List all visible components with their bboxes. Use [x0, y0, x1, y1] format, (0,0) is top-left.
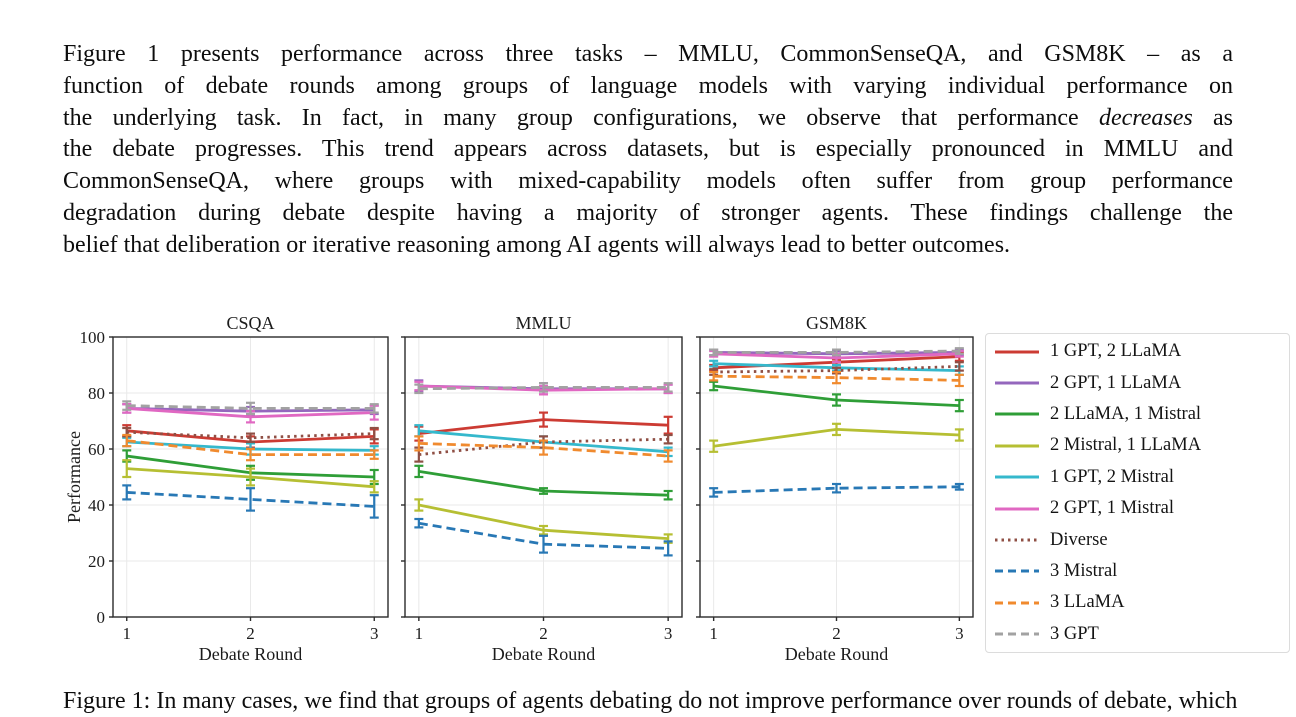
figure1-caption: Figure 1: In many cases, we find that gr…: [63, 688, 1238, 714]
chart-title: CSQA: [226, 313, 274, 333]
legend-label: 3 GPT: [1050, 623, 1099, 644]
legend-line-swatch: [995, 632, 1039, 636]
legend-label: 3 Mistral: [1050, 560, 1118, 581]
chart-panel-gsm8k: 1 2 3 GSM8K Debate Round: [696, 313, 974, 664]
legend-line-swatch: [995, 538, 1039, 542]
x-axis-label: Debate Round: [785, 644, 888, 664]
series-2-llama-1-mistral: [414, 464, 673, 501]
paragraph-line: function of debate rounds among groups o…: [63, 72, 1233, 99]
series-2-mistral-1-llama: [709, 422, 964, 453]
series-3-mistral: [414, 517, 673, 557]
chart-panel-mmlu: 1 2 3 MMLU Debate Round: [401, 313, 683, 664]
series-3-mistral: [122, 484, 379, 519]
chart-title: GSM8K: [806, 313, 867, 333]
legend-label: 2 GPT, 1 LLaMA: [1050, 372, 1182, 393]
series-2-llama-1-mistral: [709, 380, 964, 413]
series-2-mistral-1-llama: [122, 459, 379, 494]
series-line: [713, 349, 960, 354]
paragraph-line: CommonSenseQA, where groups with mixed-c…: [63, 168, 1233, 195]
series-3-llama: [122, 433, 379, 462]
x-tick-label: 3: [955, 624, 964, 643]
legend-entry-3-mistral: 3 Mistral: [986, 556, 1289, 587]
figure1-charts: 0 20 40 60 80 100 1 2 3 CSQA Debate Round 1 2 3 MMLU De…: [64, 313, 974, 664]
series-line: [713, 485, 960, 494]
legend-line-swatch: [995, 507, 1039, 511]
legend-entry-3-llama: 3 LLaMA: [986, 587, 1289, 618]
x-axis-label: Debate Round: [492, 644, 595, 664]
chart-title: MMLU: [515, 313, 571, 333]
x-tick-label: 3: [370, 624, 379, 643]
series-3-llama: [414, 435, 673, 463]
legend-entry-diverse: Diverse: [986, 525, 1289, 556]
x-tick-label: 2: [539, 624, 548, 643]
series-1-gpt-2-llama: [414, 411, 673, 442]
legend-label: 3 LLaMA: [1050, 592, 1125, 613]
legend-label: 2 LLaMA, 1 Mistral: [1050, 403, 1202, 424]
legend-entry-2-gpt-1-mistral: 2 GPT, 1 Mistral: [986, 493, 1289, 524]
x-axis-label: Debate Round: [199, 644, 302, 664]
paragraph-line: Figure 1 presents performance across thr…: [63, 41, 1233, 67]
series-3-mistral: [709, 482, 964, 498]
x-tick-label: 3: [664, 624, 673, 643]
legend-line-swatch: [995, 350, 1039, 354]
x-tick-label: 2: [832, 624, 841, 643]
y-axis-label: Performance: [64, 431, 84, 523]
legend-line-swatch: [995, 412, 1039, 416]
x-tick-label: 1: [123, 624, 132, 643]
series-3-llama: [709, 370, 964, 388]
figure1-description-paragraph: Figure 1 presents performance across thr…: [63, 39, 1233, 262]
series-line: [713, 374, 960, 382]
paper-page: { "paragraph": { "lines": [ [{"t":"Figur…: [63, 39, 1290, 714]
chart-panel-csqa: 0 20 40 60 80 100 1 2 3 CSQA Debate Round: [80, 313, 389, 664]
y-tick-label: 20: [88, 552, 105, 571]
legend-line-swatch: [995, 381, 1039, 385]
legend-entry-2-mistral-1-llama: 2 Mistral, 1 LLaMA: [986, 430, 1289, 461]
paragraph-line: the debate progresses. This trend appear…: [63, 136, 1233, 163]
y-tick-label: 40: [88, 496, 105, 515]
paragraph-line: belief that deliberation or iterative re…: [63, 231, 1011, 258]
series-3-gpt: [122, 400, 379, 416]
legend-entry-2-gpt-1-llama: 2 GPT, 1 LLaMA: [986, 368, 1289, 399]
y-tick-label: 100: [80, 328, 106, 347]
series-3-gpt: [414, 382, 673, 395]
legend-entry-1-gpt-2-llama: 1 GPT, 2 LLaMA: [986, 336, 1289, 367]
legend-label: 1 GPT, 2 LLaMA: [1050, 341, 1182, 362]
legend-line-swatch: [995, 601, 1039, 605]
chart-legend: 1 GPT, 2 LLaMA 2 GPT, 1 LLaMA 2 LLaMA, 1 M…: [985, 333, 1290, 653]
series-2-mistral-1-llama: [414, 498, 673, 544]
y-tick-label: 60: [88, 440, 105, 459]
series-line: [418, 437, 669, 456]
y-tick-label: 80: [88, 384, 105, 403]
y-tick-label: 0: [97, 608, 106, 627]
legend-line-swatch: [995, 444, 1039, 448]
series-line: [126, 430, 375, 440]
legend-entry-2-llama-1-mistral: 2 LLaMA, 1 Mistral: [986, 399, 1289, 430]
x-tick-label: 1: [709, 624, 718, 643]
legend-label: 2 Mistral, 1 LLaMA: [1050, 435, 1202, 456]
legend-entry-3-gpt: 3 GPT: [986, 619, 1289, 650]
legend-entry-1-gpt-2-mistral: 1 GPT, 2 Mistral: [986, 462, 1289, 493]
legend-line-swatch: [995, 475, 1039, 479]
x-tick-label: 2: [246, 624, 255, 643]
series-3-gpt: [709, 347, 964, 357]
paragraph-line: degradation during debate despite having…: [63, 199, 1233, 226]
legend-label: Diverse: [1050, 529, 1108, 550]
legend-line-swatch: [995, 569, 1039, 573]
x-tick-label: 1: [415, 624, 424, 643]
paragraph-line: the underlying task. In fact, in many gr…: [63, 104, 1233, 131]
legend-label: 1 GPT, 2 Mistral: [1050, 466, 1175, 487]
legend-label: 2 GPT, 1 Mistral: [1050, 498, 1175, 519]
